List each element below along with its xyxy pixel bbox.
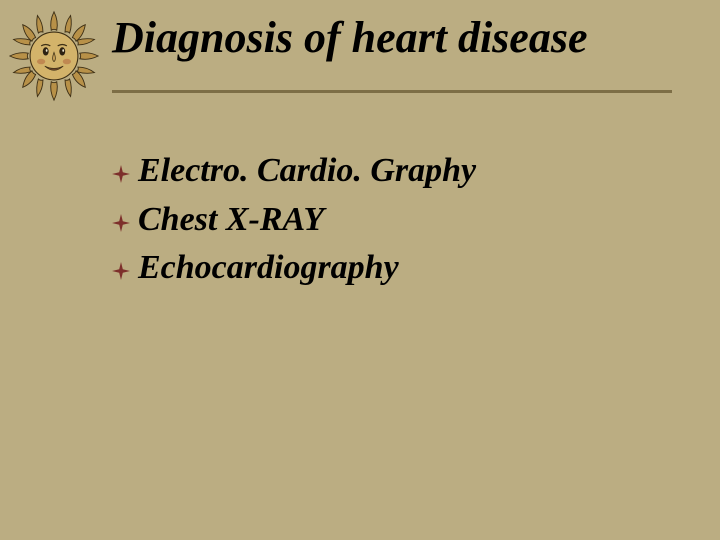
bullet-text: Electro. Cardio. Graphy bbox=[138, 150, 476, 193]
slide: Diagnosis of heart disease Electro. Card… bbox=[0, 0, 720, 540]
slide-title: Diagnosis of heart disease bbox=[112, 14, 690, 62]
bullet-text: Echocardiography bbox=[138, 247, 399, 290]
bullet-text: Chest X-RAY bbox=[138, 199, 324, 242]
sun-icon bbox=[8, 10, 100, 102]
list-item: Echocardiography bbox=[112, 247, 680, 290]
list-item: Chest X-RAY bbox=[112, 199, 680, 242]
bullet-star-icon bbox=[112, 211, 138, 237]
bullet-star-icon bbox=[112, 162, 138, 188]
title-underline bbox=[112, 90, 672, 93]
list-item: Electro. Cardio. Graphy bbox=[112, 150, 680, 193]
bullet-star-icon bbox=[112, 259, 138, 285]
bullet-list: Electro. Cardio. Graphy Chest X-RAY Echo… bbox=[112, 150, 680, 296]
